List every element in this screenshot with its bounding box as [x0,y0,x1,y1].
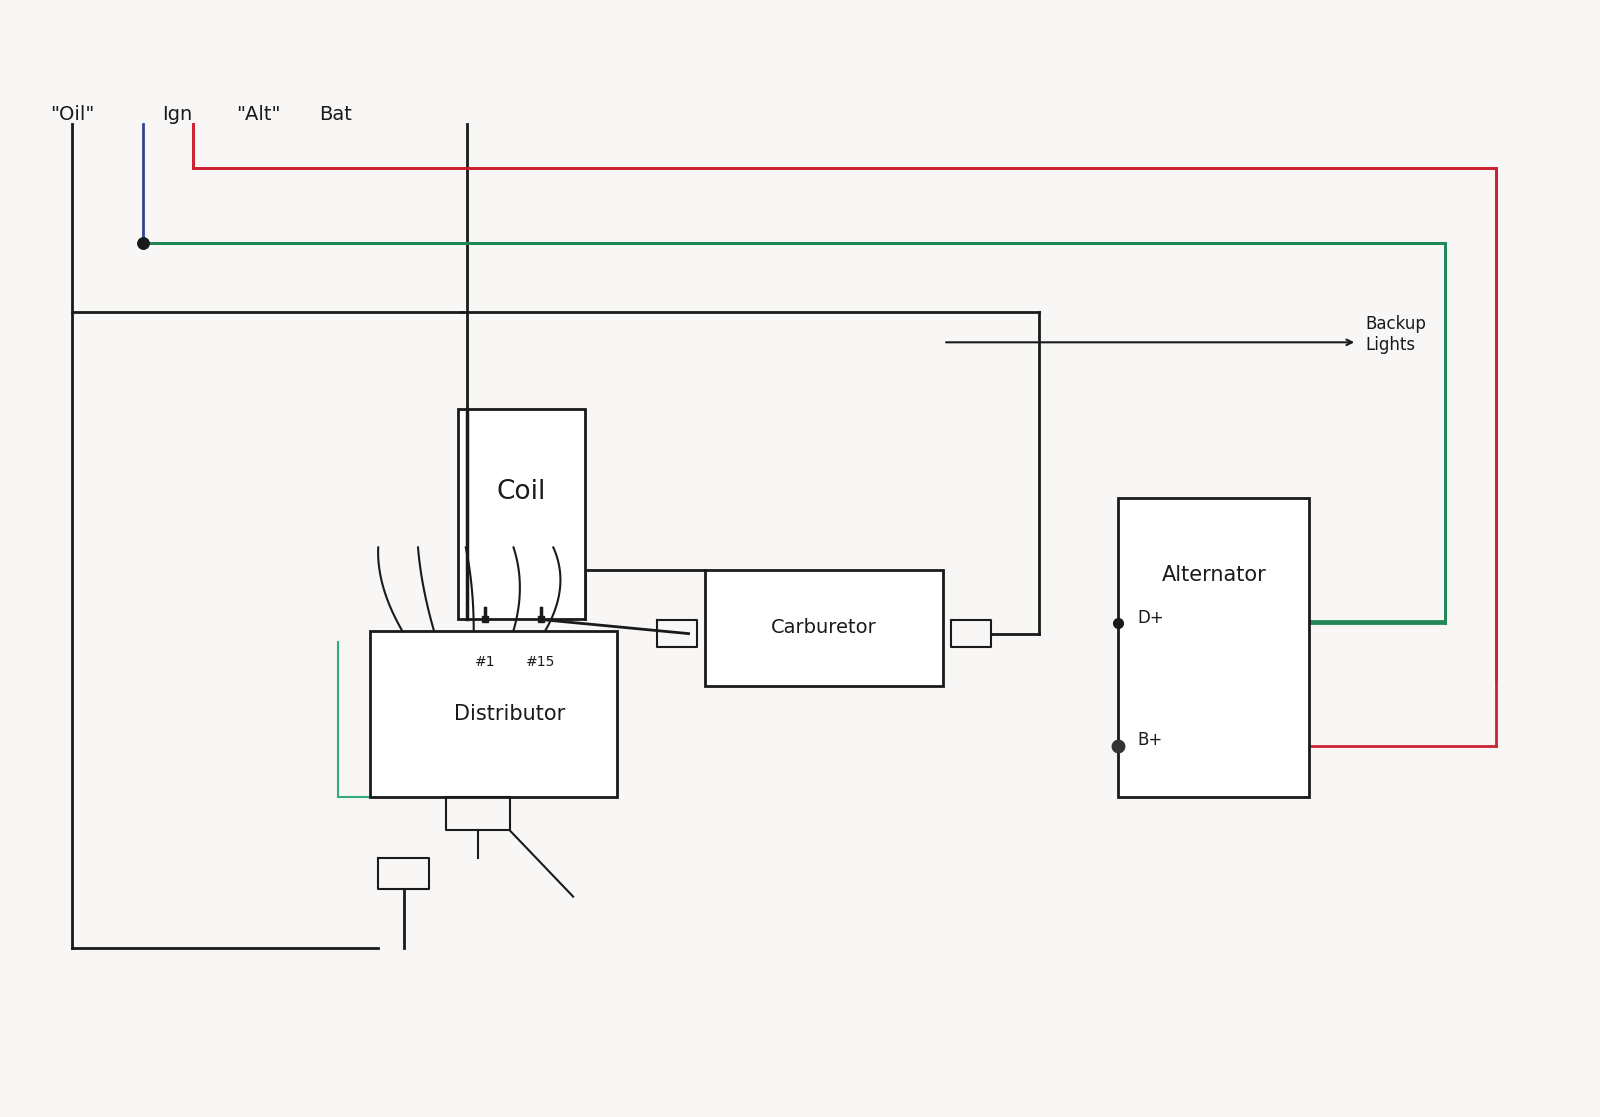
Text: Distributor: Distributor [454,704,565,724]
Text: #1: #1 [475,655,494,669]
Bar [1118,497,1309,796]
Text: Alternator: Alternator [1162,565,1266,585]
Text: Bat: Bat [318,105,352,124]
Text: "Oil": "Oil" [51,105,94,124]
Text: Carburetor: Carburetor [771,619,877,638]
Text: #15: #15 [526,655,555,669]
Bar [458,409,586,620]
Text: "Alt": "Alt" [237,105,282,124]
Text: Coil: Coil [496,479,546,505]
Text: D+: D+ [1138,609,1165,627]
Text: Backup
Lights: Backup Lights [1365,315,1426,354]
Text: Ign: Ign [163,105,192,124]
Bar [704,570,944,686]
Bar [370,631,618,796]
Text: B+: B+ [1138,732,1163,750]
